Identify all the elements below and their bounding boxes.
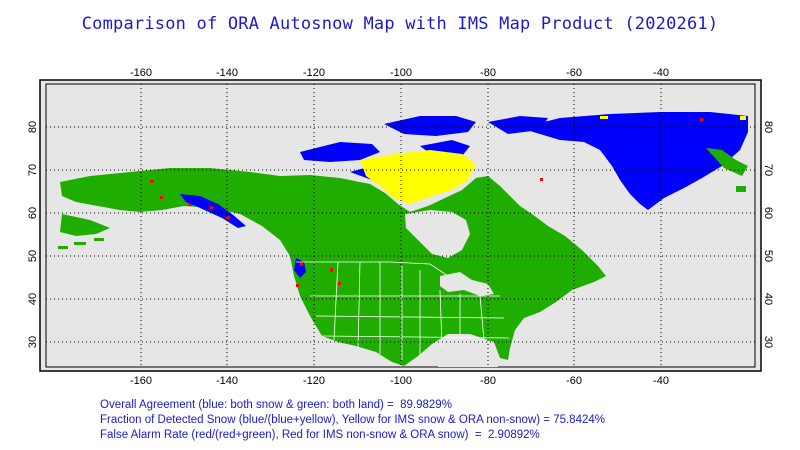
- lon-tick: -120: [303, 375, 325, 387]
- lat-tick: 80: [27, 121, 39, 133]
- lat-tick: 30: [27, 336, 39, 348]
- lat-tick: 50: [762, 250, 774, 262]
- lon-tick: -140: [216, 375, 238, 387]
- arctic-island-1: [300, 142, 380, 162]
- detected-snow-fraction-text: Fraction of Detected Snow (blue/(blue+ye…: [100, 414, 605, 426]
- greenland-snow: [520, 112, 748, 210]
- aleutian-3: [94, 238, 104, 241]
- political-borders: [296, 261, 511, 360]
- lon-tick: -100: [390, 375, 412, 387]
- lon-tick: -80: [480, 67, 496, 79]
- lat-tick: 40: [762, 293, 774, 305]
- lat-tick: 60: [762, 207, 774, 219]
- arctic-island-2: [384, 116, 476, 136]
- lat-tick: 40: [27, 293, 39, 305]
- false-alarm-rate-text: False Alarm Rate (red/(red+green), Red f…: [100, 429, 540, 441]
- red-false-alarm-specks: [150, 118, 703, 287]
- lon-tick: -80: [480, 375, 496, 387]
- iceland-speck: [736, 186, 746, 192]
- lat-ticks-right: 80 70 60 50 40 30: [762, 121, 774, 348]
- map-title: Comparison of ORA Autosnow Map with IMS …: [81, 14, 719, 34]
- lon-tick: -60: [566, 375, 582, 387]
- overall-agreement-text: Overall Agreement (blue: both snow & gre…: [100, 399, 452, 411]
- lon-tick: -60: [566, 67, 582, 79]
- alaska-peninsula: [60, 214, 110, 236]
- alaska-snow: [180, 194, 246, 228]
- lon-tick: -40: [653, 67, 669, 79]
- gulf-gap: [438, 350, 498, 367]
- great-lakes: [440, 272, 494, 296]
- lon-ticks-bottom: -160 -140 -120 -100 -80 -60 -40: [130, 375, 669, 387]
- lon-tick: -140: [216, 67, 238, 79]
- lat-tick: 60: [27, 207, 39, 219]
- aleutian-2: [74, 242, 86, 245]
- lat-ticks-left: 80 70 60 50 40 30: [27, 121, 39, 348]
- yellow-speck-2: [600, 116, 608, 119]
- lat-tick: 50: [27, 250, 39, 262]
- lat-tick: 30: [762, 336, 774, 348]
- lon-ticks-top: -160 -140 -120 -100 -80 -60 -40: [130, 67, 669, 79]
- north-america-land: [60, 168, 606, 366]
- yellow-mismatch-area: [360, 150, 476, 204]
- yellow-speck-1: [740, 116, 746, 120]
- lon-tick: -160: [130, 67, 152, 79]
- lat-tick: 70: [762, 164, 774, 176]
- hudson-bay: [405, 210, 470, 258]
- greenland-coast-green: [706, 148, 748, 176]
- lon-tick: -160: [130, 375, 152, 387]
- lon-tick: -40: [653, 375, 669, 387]
- lat-tick: 80: [762, 121, 774, 133]
- lon-tick: -100: [390, 67, 412, 79]
- aleutian-1: [58, 246, 68, 249]
- lat-tick: 70: [27, 164, 39, 176]
- lon-tick: -120: [303, 67, 325, 79]
